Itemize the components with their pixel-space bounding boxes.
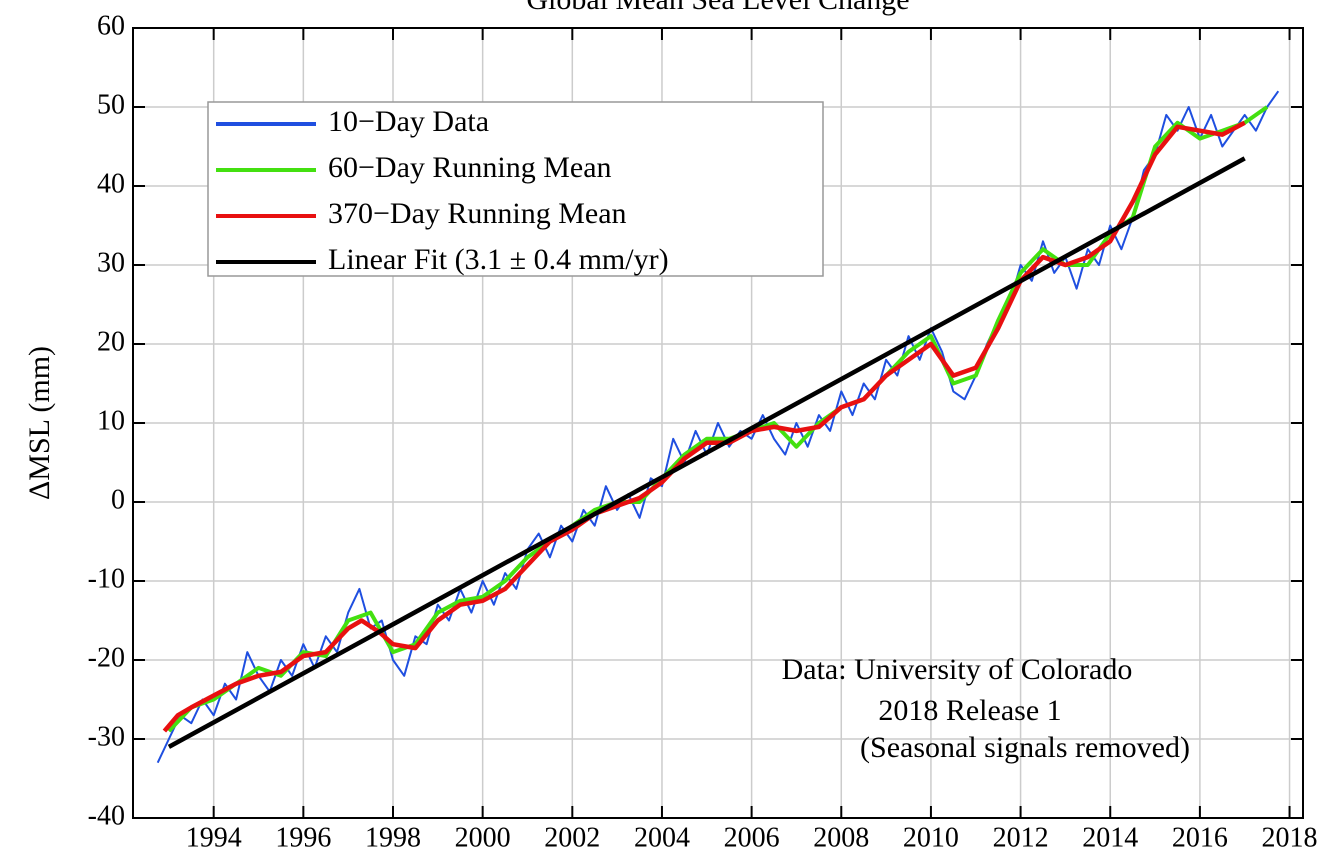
x-tick-label: 1996 [275,822,331,853]
x-tick-label: 2000 [455,822,511,853]
x-tick-label: 2002 [544,822,600,853]
y-tick-label: 60 [97,10,125,41]
x-tick-label: 2012 [993,822,1049,853]
y-tick-label: 50 [97,89,125,120]
x-tick-label: 2008 [813,822,869,853]
y-tick-label: -30 [88,721,125,752]
series-line [167,105,1269,733]
x-tick-label: 1998 [365,822,421,853]
y-tick-label: -40 [88,800,125,831]
legend-label: 370−Day Running Mean [328,197,627,230]
annotation: Data: University of Colorado [782,653,1133,686]
y-tick-label: 10 [97,405,125,436]
y-tick-label: 20 [97,326,125,357]
series-line [167,156,1246,749]
x-tick-label: 2004 [634,822,690,853]
y-tick-label: 40 [97,168,125,199]
x-tick-label: 2014 [1082,822,1138,853]
y-tick-label: 30 [97,247,125,278]
y-axis-label: ΔMSL (mm) [23,346,56,500]
legend-label: 10−Day Data [328,105,489,138]
chart-title: Global Mean Sea Level Change [526,0,909,16]
legend-box [207,101,824,277]
legend-label: Linear Fit (3.1 ± 0.4 mm/yr) [328,243,669,276]
annotation: (Seasonal signals removed) [860,731,1190,764]
legend-label: 60−Day Running Mean [328,151,612,184]
x-tick-label: 2018 [1262,822,1318,853]
x-tick-label: 1994 [186,822,242,853]
plot-border [132,27,1304,819]
y-tick-label: 0 [111,484,125,515]
y-tick-label: -10 [88,563,125,594]
y-tick-label: -20 [88,642,125,673]
x-tick-label: 2006 [724,822,780,853]
annotation: 2018 Release 1 [878,694,1061,727]
x-tick-label: 2016 [1172,822,1228,853]
x-tick-label: 2010 [903,822,959,853]
